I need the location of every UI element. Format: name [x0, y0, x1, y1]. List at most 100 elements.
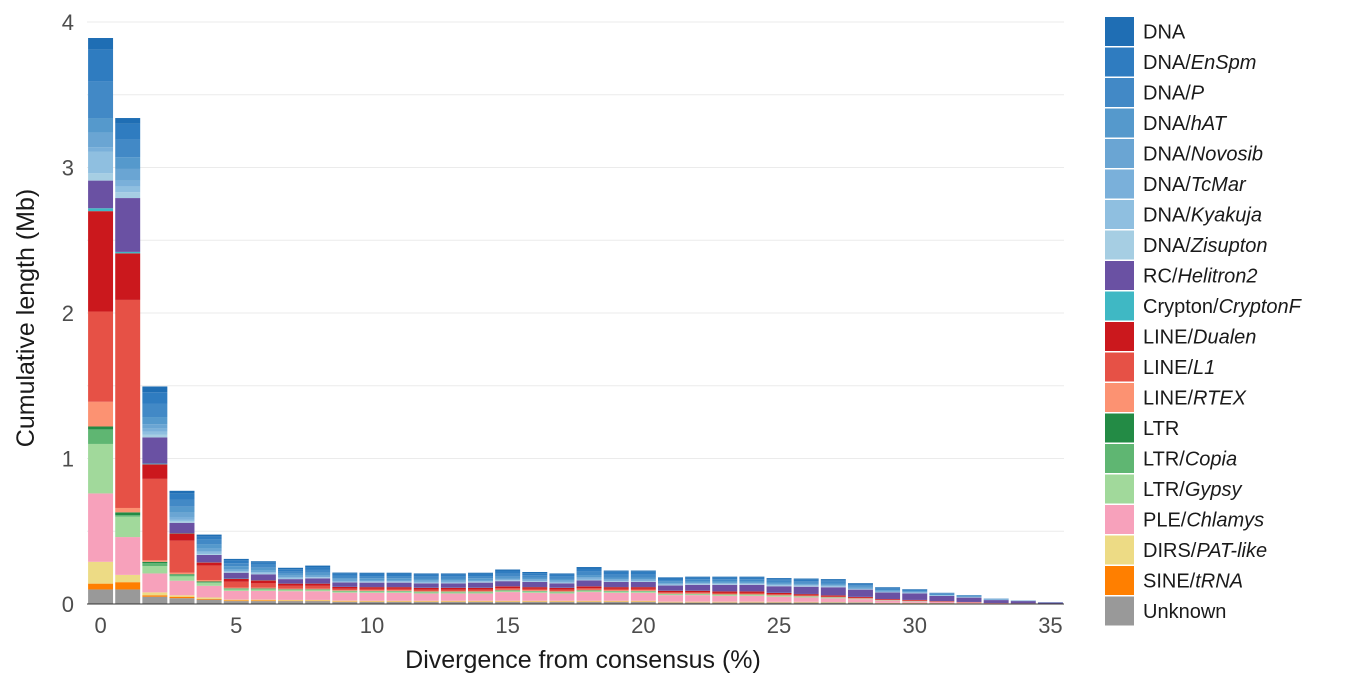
- bar-segment: [440, 592, 466, 594]
- bar-segment: [169, 595, 195, 597]
- legend-label: LINE/L1: [1143, 357, 1215, 379]
- bar-stack: [820, 579, 846, 604]
- bar-segment: [576, 579, 602, 580]
- bar-segment: [630, 581, 656, 587]
- bar-segment: [793, 596, 819, 598]
- bar-segment: [739, 591, 765, 593]
- bar-segment: [495, 581, 521, 587]
- bar-segment: [305, 569, 331, 573]
- legend-item: DNA/TcMar: [1105, 169, 1247, 199]
- bar-segment: [603, 580, 629, 582]
- bar-segment: [902, 591, 928, 593]
- legend-swatch: [1105, 261, 1134, 290]
- bar-segment: [793, 586, 819, 594]
- bar-segment: [196, 536, 222, 540]
- bar-stack: [359, 572, 385, 604]
- bar-segment: [549, 593, 575, 601]
- bar-segment: [739, 581, 765, 583]
- bar-segment: [250, 572, 276, 574]
- bar-segment: [603, 600, 629, 602]
- bar-segment: [495, 573, 521, 577]
- bar-segment: [468, 587, 493, 590]
- bar-segment: [115, 192, 141, 199]
- bar-segment: [468, 576, 493, 579]
- legend-label: DIRS/PAT-like: [1143, 540, 1267, 562]
- legend-swatch: [1105, 352, 1134, 382]
- bar-segment: [142, 595, 168, 597]
- legend-label: LTR/Gypsy: [1143, 479, 1243, 501]
- bar-segment: [549, 589, 575, 592]
- bar-segment: [712, 583, 738, 584]
- bar-segment: [522, 577, 548, 580]
- bar-segment: [712, 602, 738, 604]
- bar-segment: [88, 173, 114, 181]
- bar-segment: [766, 586, 792, 593]
- bar-segment: [549, 591, 575, 592]
- legend-swatch: [1105, 47, 1134, 77]
- bar-segment: [169, 574, 195, 575]
- legend-item: DIRS/PAT-like: [1105, 535, 1267, 565]
- bar-segment: [956, 597, 982, 602]
- bar-segment: [739, 582, 765, 584]
- bar-stack: [875, 587, 901, 604]
- bar-segment: [603, 601, 629, 604]
- bar-stack: [658, 577, 683, 604]
- bar-segment: [658, 601, 683, 603]
- bar-segment: [522, 587, 548, 589]
- bar-segment: [359, 600, 385, 602]
- bar-segment: [820, 585, 846, 587]
- legend-swatch: [1105, 200, 1134, 229]
- bar-segment: [413, 573, 439, 575]
- bar-segment: [630, 587, 656, 589]
- bar-segment: [142, 560, 168, 562]
- stacked-bars: [88, 38, 1063, 604]
- bar-segment: [305, 577, 331, 578]
- legend-label: PLE/Chlamys: [1143, 510, 1264, 532]
- bar-segment: [603, 571, 629, 575]
- bar-stack: [278, 567, 304, 604]
- bar-segment: [278, 601, 304, 604]
- bar-segment: [169, 506, 195, 513]
- bar-segment: [630, 592, 656, 601]
- bar-segment: [332, 575, 358, 579]
- bar-segment: [386, 581, 412, 582]
- bar-segment: [712, 576, 738, 578]
- bar-segment: [386, 600, 412, 602]
- bar-segment: [1010, 601, 1036, 604]
- bar-segment: [793, 594, 819, 596]
- legend-label: DNA/Kyakuja: [1143, 205, 1262, 227]
- legend-label: DNA/hAT: [1143, 113, 1228, 135]
- bar-segment: [522, 588, 548, 591]
- bar-segment: [712, 594, 738, 596]
- legend-item: DNA/Zisupton: [1105, 230, 1268, 260]
- bar-segment: [359, 588, 385, 591]
- legend-label: LTR: [1143, 418, 1179, 440]
- bar-segment: [739, 583, 765, 584]
- bar-segment: [115, 251, 141, 254]
- bar-segment: [278, 585, 304, 589]
- bar-stack: [142, 386, 168, 604]
- bar-segment: [196, 598, 222, 600]
- legend-label: LINE/RTEX: [1143, 388, 1247, 410]
- bar-segment: [278, 578, 304, 580]
- bar-segment: [793, 597, 819, 602]
- bar-segment: [603, 581, 629, 587]
- bar-segment: [847, 587, 873, 589]
- bar-segment: [440, 587, 466, 590]
- bar-segment: [115, 582, 141, 590]
- bar-segment: [902, 601, 928, 603]
- legend-swatch: [1105, 139, 1134, 168]
- bar-segment: [332, 586, 358, 589]
- bar-segment: [88, 180, 114, 209]
- bar-segment: [766, 602, 792, 604]
- bar-segment: [223, 588, 249, 590]
- bar-segment: [250, 561, 276, 563]
- bar-segment: [522, 571, 548, 574]
- bar-segment: [576, 567, 602, 569]
- bar-segment: [223, 589, 249, 591]
- bar-segment: [685, 579, 711, 582]
- bar-segment: [468, 573, 493, 577]
- bar-segment: [468, 591, 493, 592]
- x-tick-label: 25: [767, 613, 791, 638]
